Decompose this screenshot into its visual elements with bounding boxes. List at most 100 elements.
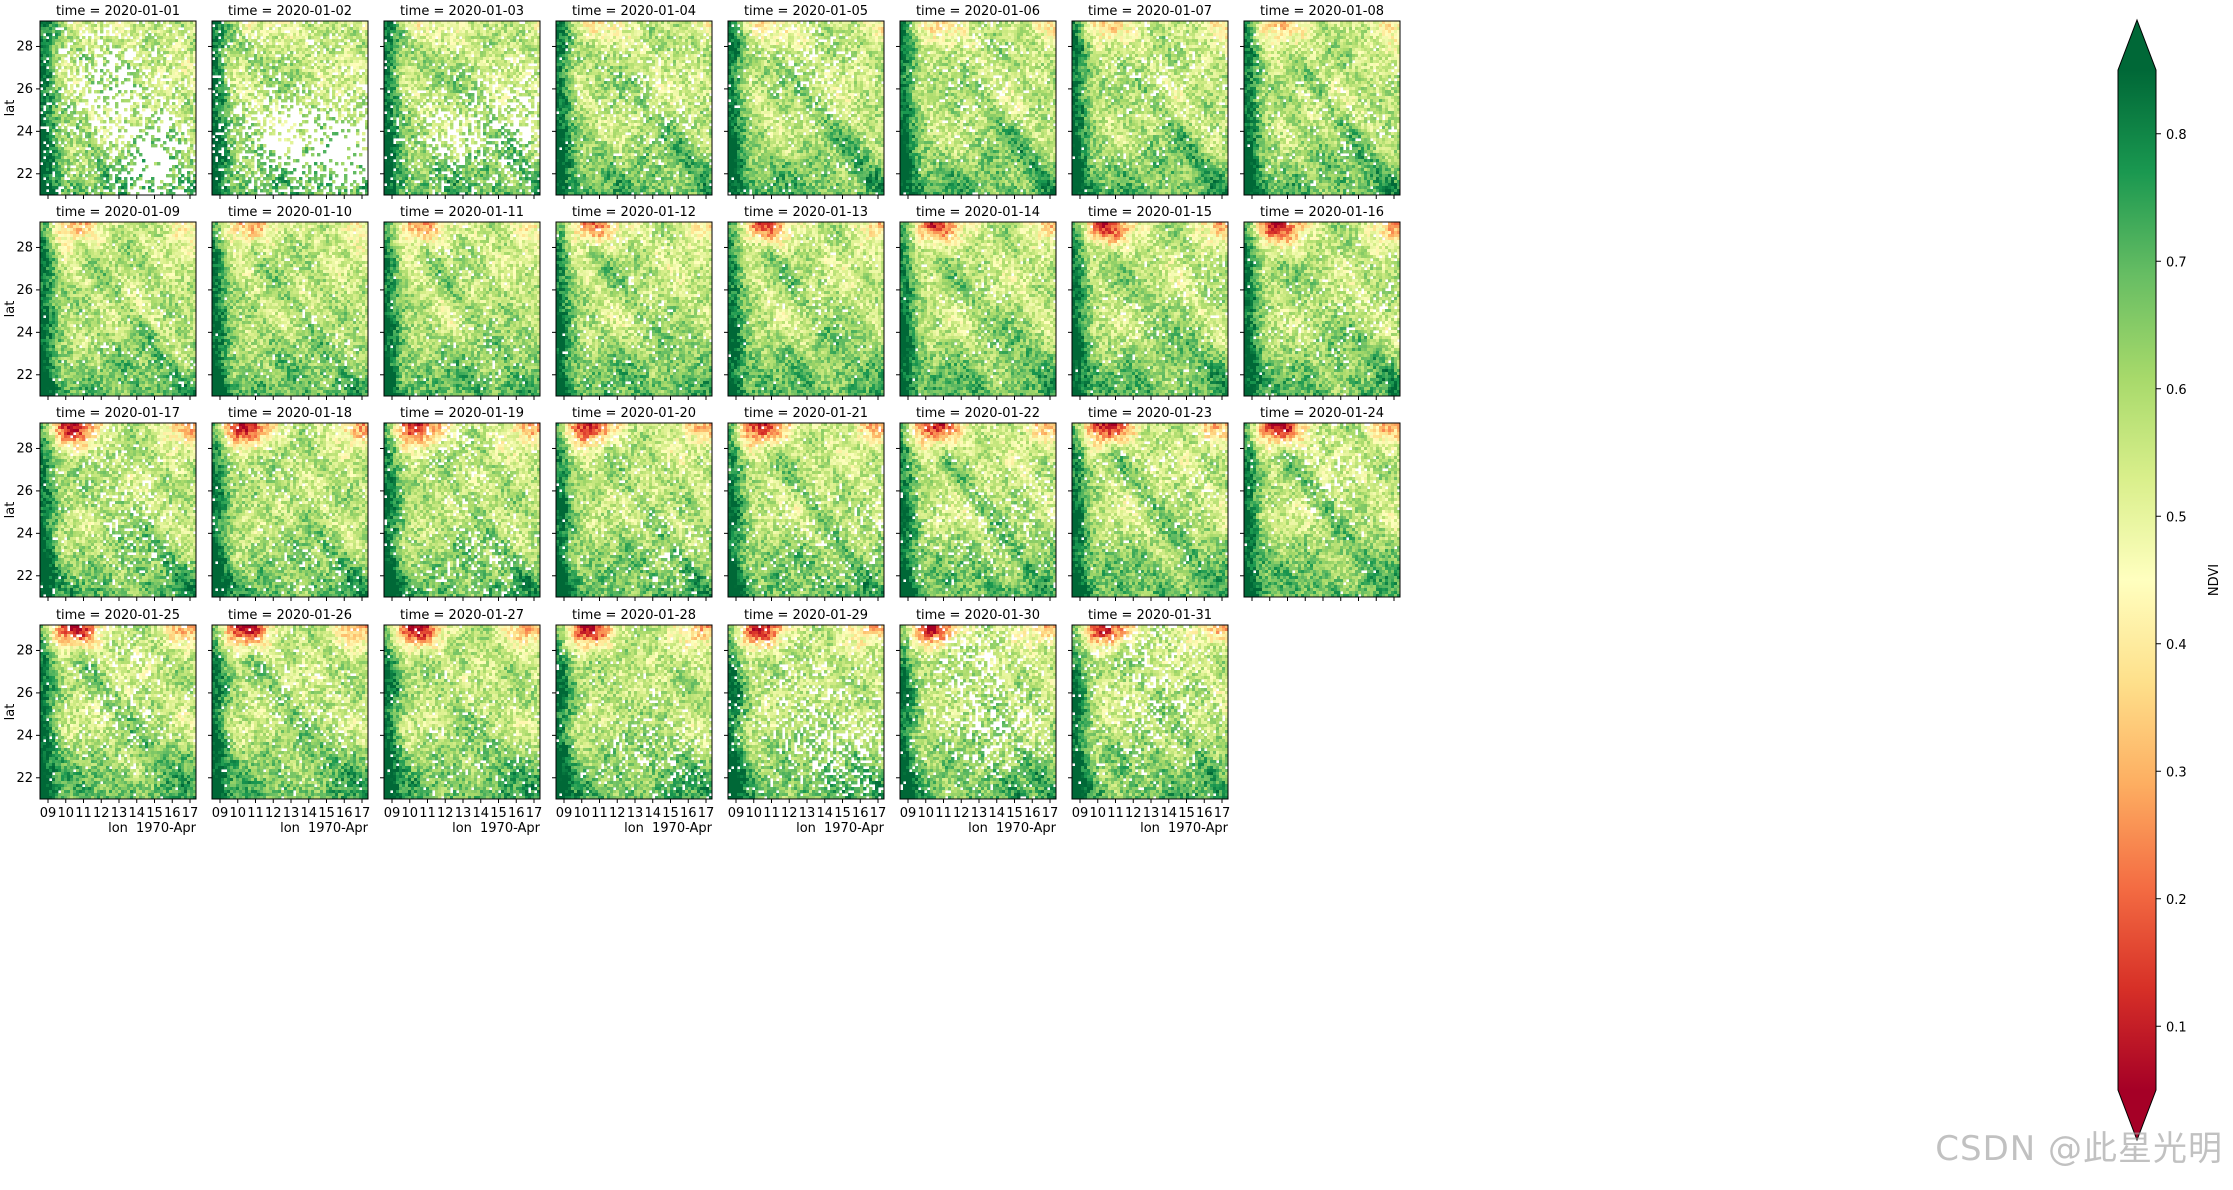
heatmap-cell [480,90,483,93]
heatmap-cell [534,45,537,48]
heatmap-cell [257,54,260,57]
heatmap-cell [471,33,474,36]
heatmap-cell [136,54,139,57]
heatmap-cell [281,57,284,60]
heatmap-cell [166,147,169,150]
heatmap-cell [61,129,64,132]
heatmap-cell [254,111,257,114]
heatmap-cell [242,48,245,51]
heatmap-cell [387,30,390,33]
heatmap-cell [76,39,79,42]
heatmap-cell [49,123,52,126]
heatmap-cell [248,111,251,114]
heatmap-cell [215,63,218,66]
heatmap-cell [347,147,350,150]
heatmap-cell [510,45,513,48]
heatmap-cell [251,168,254,171]
heatmap-cell [190,189,193,192]
heatmap-cell [528,54,531,57]
heatmap-cell [534,39,537,42]
heatmap-cell [154,39,157,42]
heatmap-cell [100,117,103,120]
heatmap-cell [477,87,480,90]
heatmap-cell [444,75,447,78]
heatmap-cell [359,33,362,36]
heatmap-cell [417,87,420,90]
heatmap-cell [504,54,507,57]
heatmap-cell [435,24,438,27]
heatmap-cell [242,183,245,186]
heatmap-cell [296,186,299,189]
heatmap-cell [332,105,335,108]
heatmap-cell [257,144,260,147]
heatmap-cell [67,135,70,138]
heatmap-cell [284,66,287,69]
heatmap-cell [40,60,43,63]
heatmap-cell [142,57,145,60]
heatmap-cell [175,48,178,51]
heatmap-cell [151,177,154,180]
heatmap-cell [160,72,163,75]
heatmap-cell [290,24,293,27]
heatmap-cell [245,180,248,183]
heatmap-cell [73,189,76,192]
heatmap-cell [501,72,504,75]
heatmap-cell [133,63,136,66]
heatmap-cell [64,168,67,171]
heatmap-cell [423,75,426,78]
heatmap-cell [326,51,329,54]
heatmap-cell [254,24,257,27]
heatmap-cell [190,138,193,141]
heatmap-cell [55,90,58,93]
heatmap-cell [52,24,55,27]
heatmap-cell [175,90,178,93]
heatmap-cell [435,69,438,72]
heatmap-cell [145,120,148,123]
heatmap-cell [450,75,453,78]
heatmap-cell [486,60,489,63]
heatmap-cell [236,120,239,123]
heatmap-cell [489,24,492,27]
heatmap-cell [239,75,242,78]
heatmap-cell [245,132,248,135]
heatmap-cell [444,51,447,54]
heatmap-cell [465,63,468,66]
heatmap-cell [260,147,263,150]
heatmap-cell [248,48,251,51]
heatmap-cell [411,42,414,45]
heatmap-cell [124,129,127,132]
heatmap-cell [495,39,498,42]
heatmap-cell [227,90,230,93]
heatmap-cell [236,42,239,45]
heatmap-cell [323,45,326,48]
heatmap-cell [317,189,320,192]
heatmap-cell [408,54,411,57]
heatmap-cell [103,42,106,45]
heatmap-cell [118,66,121,69]
heatmap-cell [486,66,489,69]
heatmap-cell [359,87,362,90]
heatmap-cell [124,39,127,42]
heatmap-cell [501,30,504,33]
heatmap-cell [287,81,290,84]
heatmap-cell [281,75,284,78]
heatmap-cell [402,27,405,30]
heatmap-cell [290,36,293,39]
heatmap-cell [46,132,49,135]
heatmap-cell [359,102,362,105]
heatmap-cell [498,45,501,48]
heatmap-cell [40,183,43,186]
heatmap-cell [426,27,429,30]
heatmap-cell [477,51,480,54]
heatmap-cell [284,171,287,174]
heatmap-cell [139,120,142,123]
heatmap-cell [362,78,365,81]
heatmap-cell [399,66,402,69]
heatmap-cell [79,177,82,180]
heatmap-cell [480,63,483,66]
heatmap-cell [115,177,118,180]
heatmap-cell [305,21,308,24]
heatmap-cell [73,168,76,171]
heatmap-cell [127,63,130,66]
heatmap-cell [474,72,477,75]
